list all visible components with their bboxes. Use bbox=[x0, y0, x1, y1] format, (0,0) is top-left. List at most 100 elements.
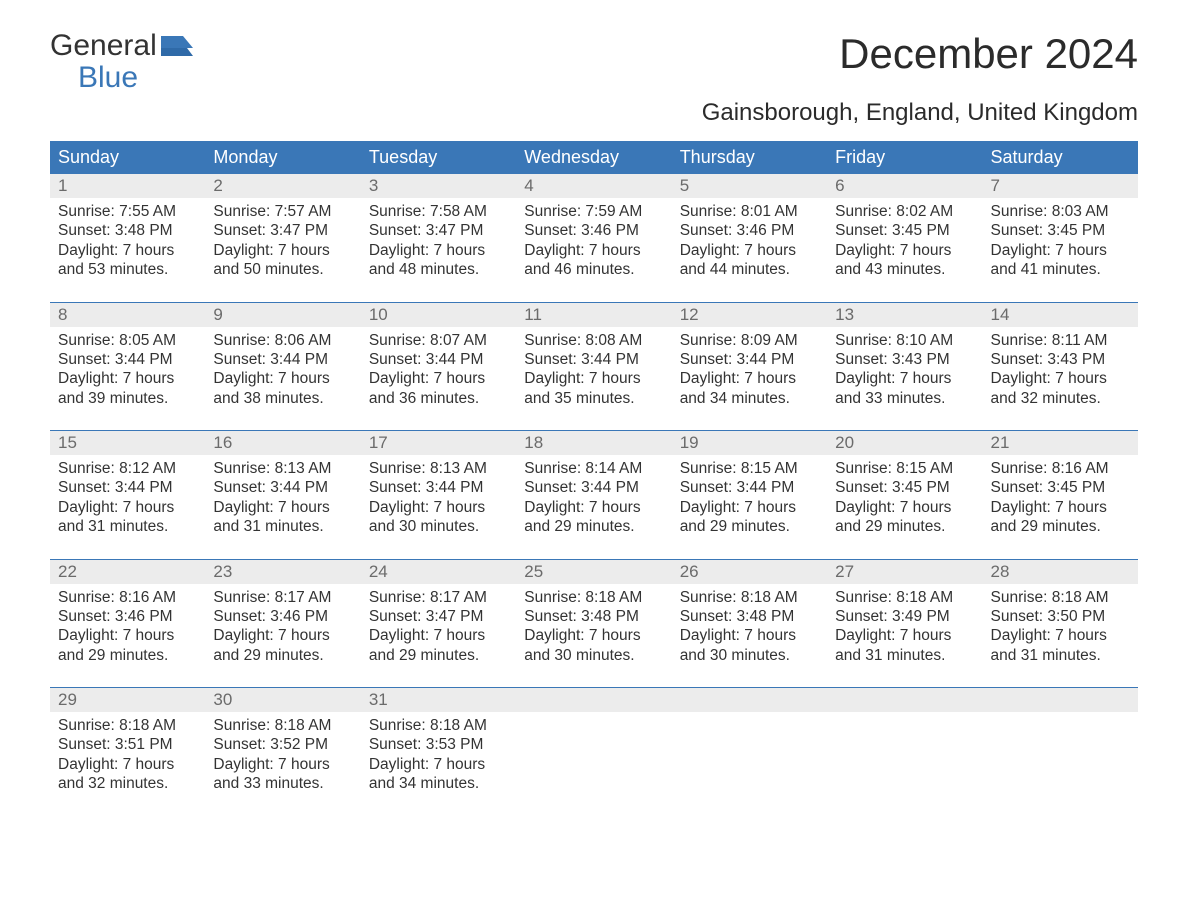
sunset-line: Sunset: 3:44 PM bbox=[213, 350, 352, 369]
daylight-line: Daylight: 7 hours bbox=[213, 626, 352, 645]
day-cell: Sunrise: 7:57 AMSunset: 3:47 PMDaylight:… bbox=[205, 198, 360, 302]
daylight-line: and 32 minutes. bbox=[991, 389, 1130, 408]
daylight-line: Daylight: 7 hours bbox=[991, 498, 1130, 517]
day-cell: Sunrise: 7:58 AMSunset: 3:47 PMDaylight:… bbox=[361, 198, 516, 302]
sunrise-line: Sunrise: 8:16 AM bbox=[991, 459, 1130, 478]
day-number: 16 bbox=[205, 431, 360, 455]
day-cell bbox=[827, 712, 982, 816]
day-cell: Sunrise: 8:18 AMSunset: 3:48 PMDaylight:… bbox=[516, 584, 671, 688]
sunset-line: Sunset: 3:47 PM bbox=[213, 221, 352, 240]
day-number: 11 bbox=[516, 303, 671, 327]
day-cell: Sunrise: 8:07 AMSunset: 3:44 PMDaylight:… bbox=[361, 327, 516, 431]
day-cell: Sunrise: 8:18 AMSunset: 3:49 PMDaylight:… bbox=[827, 584, 982, 688]
day-cell: Sunrise: 8:01 AMSunset: 3:46 PMDaylight:… bbox=[672, 198, 827, 302]
day-number: 30 bbox=[205, 688, 360, 712]
day-number bbox=[516, 688, 671, 712]
day-cell: Sunrise: 8:08 AMSunset: 3:44 PMDaylight:… bbox=[516, 327, 671, 431]
day-header-row: Sunday Monday Tuesday Wednesday Thursday… bbox=[50, 141, 1138, 174]
day-cell: Sunrise: 7:55 AMSunset: 3:48 PMDaylight:… bbox=[50, 198, 205, 302]
day-cell: Sunrise: 8:18 AMSunset: 3:50 PMDaylight:… bbox=[983, 584, 1138, 688]
sunrise-line: Sunrise: 8:18 AM bbox=[369, 716, 508, 735]
day-cell: Sunrise: 8:12 AMSunset: 3:44 PMDaylight:… bbox=[50, 455, 205, 559]
sunset-line: Sunset: 3:53 PM bbox=[369, 735, 508, 754]
sunrise-line: Sunrise: 8:16 AM bbox=[58, 588, 197, 607]
daylight-line: Daylight: 7 hours bbox=[680, 626, 819, 645]
sunset-line: Sunset: 3:45 PM bbox=[835, 478, 974, 497]
daynum-row: 293031 bbox=[50, 688, 1138, 712]
daylight-line: and 44 minutes. bbox=[680, 260, 819, 279]
day-cell: Sunrise: 8:09 AMSunset: 3:44 PMDaylight:… bbox=[672, 327, 827, 431]
sunset-line: Sunset: 3:44 PM bbox=[369, 478, 508, 497]
day-number: 10 bbox=[361, 303, 516, 327]
daylight-line: Daylight: 7 hours bbox=[58, 498, 197, 517]
day-cell bbox=[983, 712, 1138, 816]
sunrise-line: Sunrise: 7:58 AM bbox=[369, 202, 508, 221]
sunrise-line: Sunrise: 8:18 AM bbox=[213, 716, 352, 735]
day-number bbox=[983, 688, 1138, 712]
logo-word-general: General bbox=[50, 29, 157, 62]
daylight-line: and 32 minutes. bbox=[58, 774, 197, 793]
sunset-line: Sunset: 3:44 PM bbox=[213, 478, 352, 497]
daylight-line: Daylight: 7 hours bbox=[680, 241, 819, 260]
sunrise-line: Sunrise: 8:02 AM bbox=[835, 202, 974, 221]
day-cell: Sunrise: 8:13 AMSunset: 3:44 PMDaylight:… bbox=[361, 455, 516, 559]
daybody-row: Sunrise: 8:16 AMSunset: 3:46 PMDaylight:… bbox=[50, 584, 1138, 688]
day-number: 5 bbox=[672, 174, 827, 198]
daylight-line: and 53 minutes. bbox=[58, 260, 197, 279]
sunrise-line: Sunrise: 8:18 AM bbox=[524, 588, 663, 607]
daylight-line: Daylight: 7 hours bbox=[835, 369, 974, 388]
day-cell: Sunrise: 8:13 AMSunset: 3:44 PMDaylight:… bbox=[205, 455, 360, 559]
sunset-line: Sunset: 3:44 PM bbox=[369, 350, 508, 369]
daylight-line: Daylight: 7 hours bbox=[58, 755, 197, 774]
day-number: 14 bbox=[983, 303, 1138, 327]
daylight-line: Daylight: 7 hours bbox=[524, 498, 663, 517]
daylight-line: and 29 minutes. bbox=[835, 517, 974, 536]
day-number: 6 bbox=[827, 174, 982, 198]
sunset-line: Sunset: 3:44 PM bbox=[58, 478, 197, 497]
daylight-line: and 43 minutes. bbox=[835, 260, 974, 279]
day-cell bbox=[672, 712, 827, 816]
daynum-row: 891011121314 bbox=[50, 303, 1138, 327]
daylight-line: and 29 minutes. bbox=[680, 517, 819, 536]
daylight-line: Daylight: 7 hours bbox=[524, 369, 663, 388]
sunset-line: Sunset: 3:48 PM bbox=[524, 607, 663, 626]
calendar-table: Sunday Monday Tuesday Wednesday Thursday… bbox=[50, 141, 1138, 816]
logo-word-blue: Blue bbox=[50, 62, 157, 94]
sunrise-line: Sunrise: 8:17 AM bbox=[369, 588, 508, 607]
logo: General Blue bbox=[50, 30, 193, 93]
daylight-line: Daylight: 7 hours bbox=[369, 755, 508, 774]
day-cell: Sunrise: 8:06 AMSunset: 3:44 PMDaylight:… bbox=[205, 327, 360, 431]
day-cell: Sunrise: 8:05 AMSunset: 3:44 PMDaylight:… bbox=[50, 327, 205, 431]
sunset-line: Sunset: 3:44 PM bbox=[524, 350, 663, 369]
sunset-line: Sunset: 3:45 PM bbox=[991, 221, 1130, 240]
day-cell: Sunrise: 8:18 AMSunset: 3:48 PMDaylight:… bbox=[672, 584, 827, 688]
day-number: 1 bbox=[50, 174, 205, 198]
dayhead-friday: Friday bbox=[827, 141, 982, 174]
sunset-line: Sunset: 3:44 PM bbox=[680, 350, 819, 369]
day-number: 22 bbox=[50, 560, 205, 584]
daybody-row: Sunrise: 7:55 AMSunset: 3:48 PMDaylight:… bbox=[50, 198, 1138, 302]
sunset-line: Sunset: 3:48 PM bbox=[680, 607, 819, 626]
daylight-line: and 29 minutes. bbox=[213, 646, 352, 665]
sunrise-line: Sunrise: 8:01 AM bbox=[680, 202, 819, 221]
day-number: 8 bbox=[50, 303, 205, 327]
daylight-line: Daylight: 7 hours bbox=[369, 626, 508, 645]
daylight-line: Daylight: 7 hours bbox=[58, 626, 197, 645]
day-number: 12 bbox=[672, 303, 827, 327]
daylight-line: Daylight: 7 hours bbox=[991, 626, 1130, 645]
day-cell: Sunrise: 8:14 AMSunset: 3:44 PMDaylight:… bbox=[516, 455, 671, 559]
daylight-line: Daylight: 7 hours bbox=[369, 498, 508, 517]
sunrise-line: Sunrise: 8:07 AM bbox=[369, 331, 508, 350]
sunrise-line: Sunrise: 8:03 AM bbox=[991, 202, 1130, 221]
day-number: 23 bbox=[205, 560, 360, 584]
sunset-line: Sunset: 3:47 PM bbox=[369, 221, 508, 240]
day-number: 21 bbox=[983, 431, 1138, 455]
dayhead-monday: Monday bbox=[205, 141, 360, 174]
daylight-line: Daylight: 7 hours bbox=[680, 498, 819, 517]
daylight-line: Daylight: 7 hours bbox=[680, 369, 819, 388]
daylight-line: and 29 minutes. bbox=[369, 646, 508, 665]
daylight-line: and 36 minutes. bbox=[369, 389, 508, 408]
daylight-line: Daylight: 7 hours bbox=[369, 241, 508, 260]
sunset-line: Sunset: 3:46 PM bbox=[58, 607, 197, 626]
day-number: 24 bbox=[361, 560, 516, 584]
